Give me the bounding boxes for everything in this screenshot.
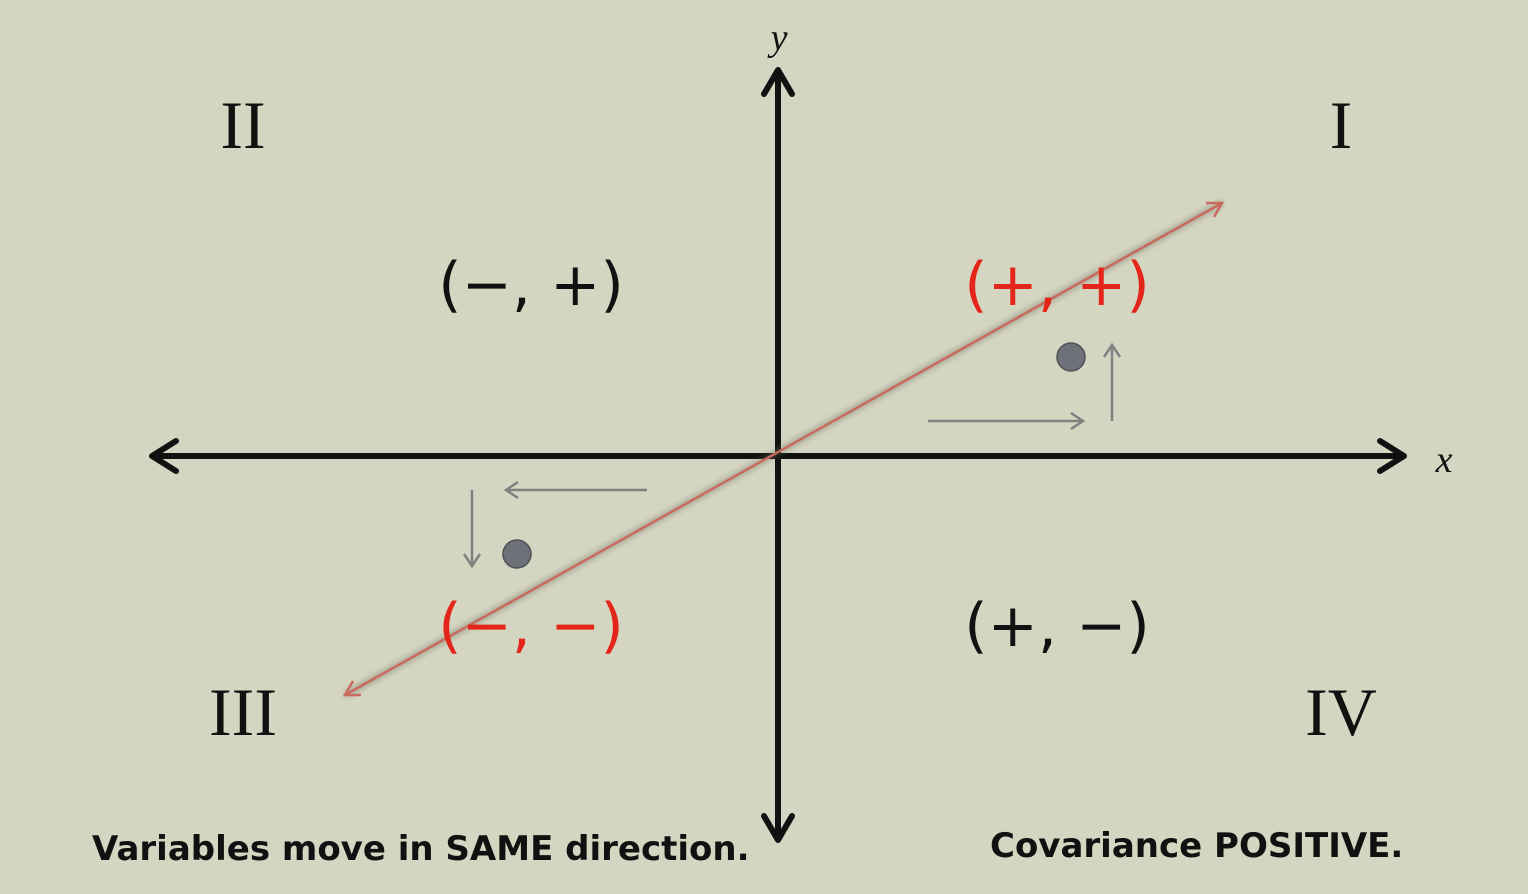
guide-arrow-right: [928, 411, 1086, 431]
guide-arrow-up: [1102, 342, 1122, 421]
guide-arrow-left: [503, 480, 647, 500]
caption-same-direction: Variables move in SAME direction.: [92, 829, 750, 869]
guide-arrow-down: [462, 490, 482, 569]
caption-covariance-positive: Covariance POSITIVE.: [990, 826, 1404, 866]
sample-point-quadrant-iii: [502, 539, 532, 569]
quadrant-iii-signs: (−, −): [438, 591, 624, 661]
positive-trend-arrow: [342, 200, 1225, 698]
sample-point-quadrant-i: [1056, 342, 1086, 372]
quadrant-iv-numeral: IV: [1305, 674, 1377, 750]
quadrant-iv-signs: (+, −): [964, 591, 1150, 661]
quadrant-ii-numeral: II: [220, 87, 266, 163]
quadrant-iii-numeral: III: [209, 674, 277, 750]
y-axis-label: y: [770, 17, 788, 59]
quadrant-ii-signs: (−, +): [438, 250, 624, 320]
x-axis-label: x: [1435, 439, 1453, 481]
quadrant-i-signs: (+, +): [964, 250, 1150, 320]
quadrant-i-numeral: I: [1329, 87, 1353, 163]
